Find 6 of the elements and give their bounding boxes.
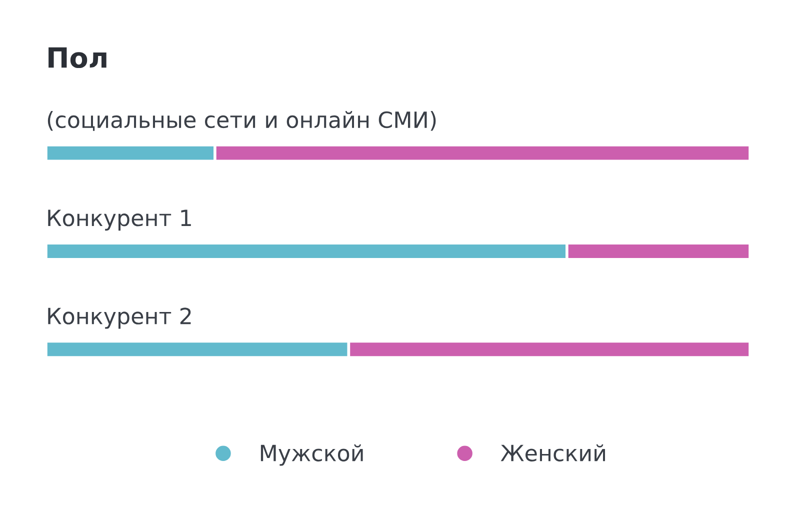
chart-title: Пол (48, 47, 106, 68)
legend-label: Женский (500, 444, 605, 462)
legend-label: Мужской (260, 444, 363, 466)
y-tick-label: (социальные сети и онлайн СМИ) (48, 110, 436, 131)
y-tick-label: Конкурент 1 (48, 210, 191, 231)
y-tick-label: Конкурент 2 (48, 308, 191, 329)
